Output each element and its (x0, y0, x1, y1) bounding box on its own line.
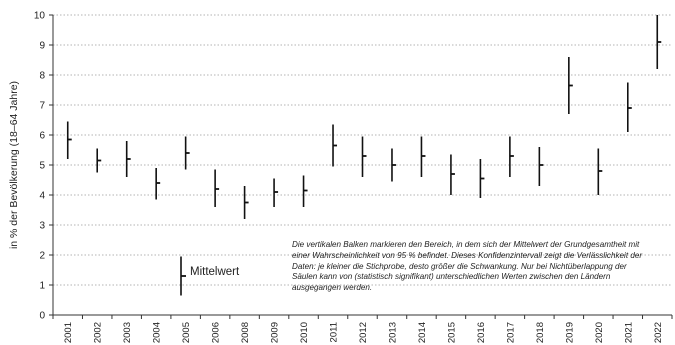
x-tick-label: 2014 (417, 322, 428, 343)
y-tick-label: 9 (39, 41, 45, 52)
x-tick-label: 2022 (653, 322, 664, 343)
x-tick-label: 2003 (122, 322, 133, 343)
y-tick-label: 4 (39, 191, 45, 202)
x-tick-label: 2019 (564, 322, 575, 343)
y-axis-label: in % der Bevölkerung (18–64 Jahre) (8, 81, 20, 249)
y-tick-label: 1 (39, 281, 45, 292)
legend-label-mittelwert: Mittelwert (190, 266, 240, 278)
y-tick-label: 6 (39, 131, 45, 142)
legend-marker (180, 256, 186, 296)
x-tick-label: 2009 (270, 322, 281, 343)
x-axis-ticks: 2001 2002 2003 2004 2005 2006 2008 2009 2010 2011… (52, 315, 673, 343)
y-tick-label: 7 (39, 101, 45, 112)
y-tick-label: 8 (39, 71, 45, 82)
x-tick-label: 2020 (594, 322, 605, 343)
y-tick-label: 3 (39, 221, 45, 232)
x-tick-label: 2004 (152, 322, 163, 343)
x-tick-label: 2012 (358, 322, 369, 343)
interval-bars (66, 15, 662, 219)
x-tick-label: 2021 (623, 322, 634, 343)
x-tick-label: 2001 (63, 322, 74, 343)
y-tick-label: 5 (39, 161, 45, 172)
x-tick-label: 2013 (387, 322, 398, 343)
y-tick-label: 0 (39, 311, 45, 322)
x-tick-label: 2011 (329, 322, 340, 342)
x-tick-label: 2016 (476, 322, 487, 343)
y-tick-label: 10 (34, 11, 46, 22)
x-tick-label: 2015 (446, 322, 457, 343)
x-tick-label: 2006 (211, 322, 222, 343)
x-tick-label: 2002 (93, 322, 104, 343)
x-tick-label: 2018 (535, 322, 546, 343)
x-tick-label: 2008 (240, 322, 251, 343)
x-tick-label: 2010 (299, 322, 310, 343)
y-axis-ticks: 0 1 2 3 4 5 6 7 8 9 10 (34, 11, 53, 322)
y-tick-label: 2 (39, 251, 45, 262)
chart-annotation: Die vertikalen Balken markieren den Bere… (292, 240, 643, 293)
x-tick-label: 2005 (181, 322, 192, 343)
x-tick-label: 2017 (505, 322, 516, 343)
